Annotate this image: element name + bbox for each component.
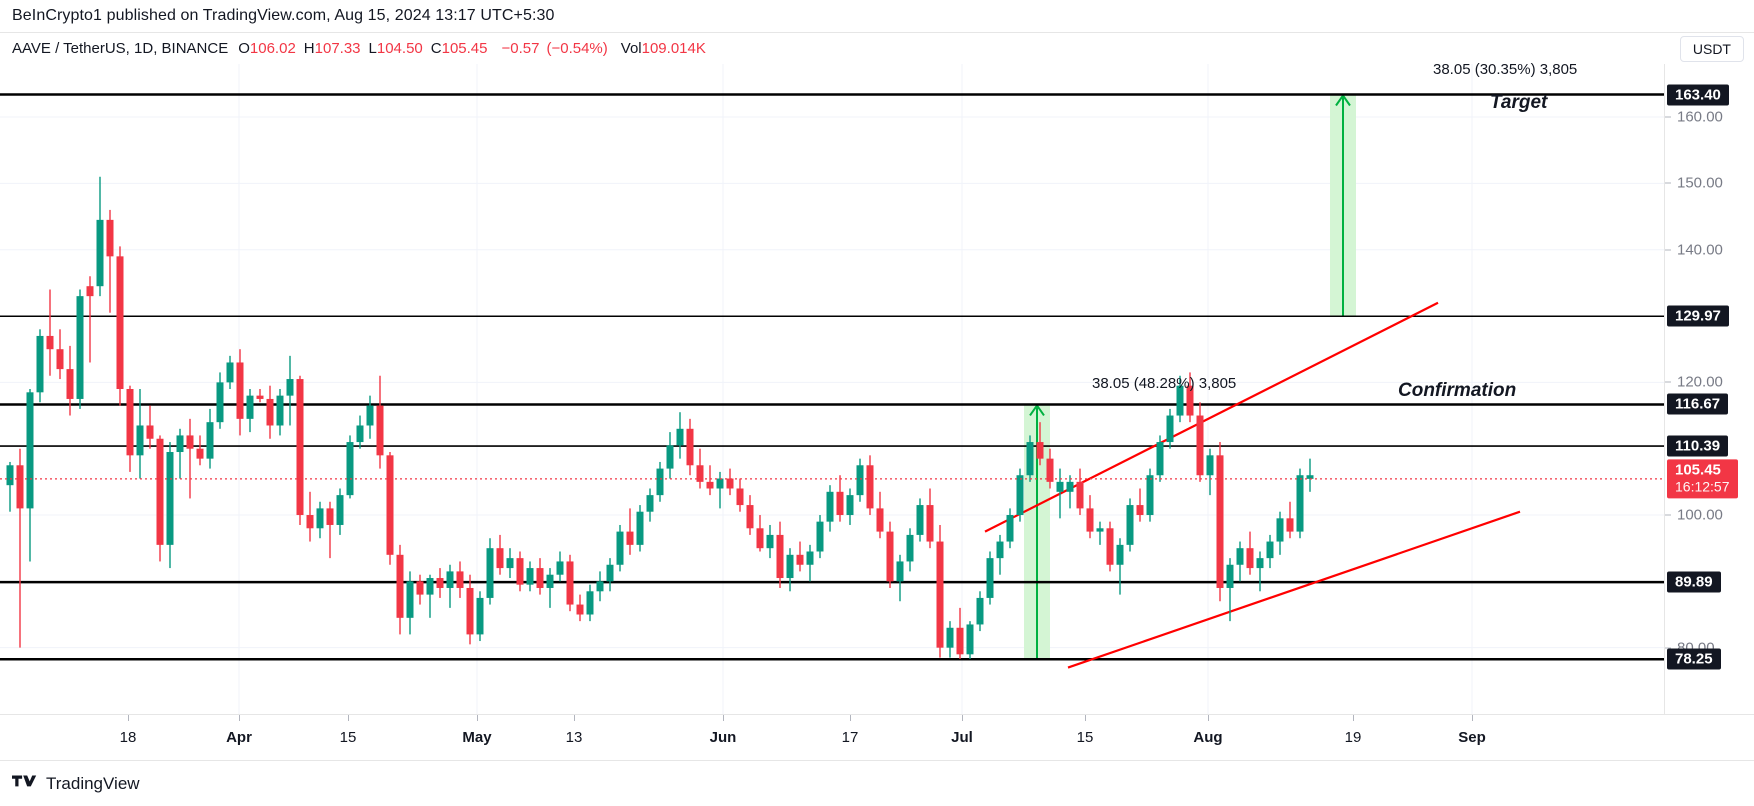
confirmation-measure-label: 38.05 (48.28%) 3,805 (1092, 375, 1237, 392)
price-tick-label: 140.00 (1677, 241, 1723, 259)
time-tick-label: Apr (226, 729, 252, 746)
time-tick-label: Aug (1193, 729, 1223, 746)
price-level-badge[interactable]: 129.97 (1667, 305, 1729, 327)
legend-low: L 104.50 (369, 40, 423, 57)
price-tick-label: 100.00 (1677, 506, 1723, 524)
time-tick-label: 13 (565, 729, 583, 746)
legend-high: H 107.33 (304, 40, 361, 57)
chart-plot-area[interactable] (0, 64, 1664, 714)
legend-volume-value: 109.014K (641, 39, 706, 57)
publisher-bar: BeInCrypto1 published on TradingView.com… (0, 0, 1754, 33)
legend-open: O 106.02 (238, 40, 296, 57)
legend-close: C 105.45 (431, 40, 488, 57)
legend-volume-label: Vol (620, 39, 642, 57)
footer-bar: TradingView (0, 760, 1754, 806)
tradingview-logo[interactable]: TradingView (12, 774, 140, 794)
legend-open-label: O (238, 39, 250, 57)
time-tick-mark (128, 715, 129, 721)
legend-close-label: C (430, 39, 442, 57)
time-tick-label: Sep (1458, 729, 1486, 746)
last-price-badge[interactable]: 105.45 16:12:57 (1667, 459, 1738, 499)
chart-legend: AAVE / TetherUS, 1D, BINANCE O 106.02 H 10… (0, 33, 1754, 63)
time-tick-mark (477, 715, 478, 721)
time-tick-label: 17 (841, 729, 859, 746)
price-level-badge[interactable]: 163.40 (1667, 84, 1729, 105)
legend-interval-text: 1D (134, 39, 154, 57)
time-tick-label: 15 (1076, 729, 1094, 746)
legend-change-percent: (−0.54%) (546, 39, 608, 57)
legend-high-label: H (303, 39, 315, 57)
legend-open-value: 106.02 (249, 39, 296, 57)
price-level-badge[interactable]: 110.39 (1667, 435, 1729, 457)
legend-volume: Vol 109.014K (621, 40, 706, 57)
price-tick-label: 160.00 (1677, 108, 1723, 126)
time-tick-mark (723, 715, 724, 721)
time-tick-label: 15 (339, 729, 357, 746)
price-axis[interactable]: 160.00 150.00 140.00 120.00 100.00 80.00 163.4… (1664, 64, 1754, 714)
legend-low-value: 104.50 (376, 39, 423, 57)
time-tick-label: Jun (709, 729, 737, 746)
price-level-badge[interactable]: 116.67 (1667, 393, 1729, 415)
legend-change-absolute: −0.57 (501, 39, 540, 57)
tradingview-logo-icon (12, 775, 37, 787)
time-tick-label: May (462, 729, 492, 746)
time-tick-mark (1353, 715, 1354, 721)
time-tick-mark (239, 715, 240, 721)
publisher-text: BeInCrypto1 published on TradingView.com… (12, 7, 555, 24)
time-tick-label: 18 (119, 729, 137, 746)
time-tick-mark (1472, 715, 1473, 721)
bar-countdown: 16:12:57 (1675, 478, 1730, 495)
price-tick-label: 150.00 (1677, 174, 1723, 192)
legend-symbol[interactable]: AAVE / TetherUS, 1D, BINANCE (12, 39, 229, 57)
tradingview-logo-text: TradingView (46, 773, 140, 793)
target-measure-label: 38.05 (30.35%) 3,805 (1433, 61, 1578, 78)
time-tick-mark (850, 715, 851, 721)
time-tick-mark (348, 715, 349, 721)
price-tick-label: 120.00 (1677, 373, 1723, 391)
price-tick-mark (1665, 647, 1671, 649)
currency-badge[interactable]: USDT (1679, 36, 1744, 62)
price-tick-mark (1665, 182, 1671, 184)
price-level-badge[interactable]: 78.25 (1667, 648, 1721, 670)
time-tick-mark (574, 715, 575, 721)
legend-close-value: 105.45 (441, 39, 488, 57)
legend-exchange-text: BINANCE (161, 39, 229, 57)
price-level-badge[interactable]: 89.89 (1667, 571, 1721, 593)
time-tick-mark (1085, 715, 1086, 721)
price-tick-mark (1665, 514, 1671, 516)
price-tick-mark (1665, 116, 1671, 118)
legend-high-value: 107.33 (314, 39, 361, 57)
price-tick-mark (1665, 249, 1671, 251)
legend-low-label: L (368, 39, 377, 57)
time-tick-mark (962, 715, 963, 721)
time-tick-mark (1208, 715, 1209, 721)
last-price-value: 105.45 (1675, 461, 1721, 479)
price-tick-mark (1665, 381, 1671, 383)
time-tick-label: 19 (1344, 729, 1362, 746)
target-annotation: Target (1490, 92, 1548, 113)
candlestick-canvas (0, 64, 1664, 714)
confirmation-annotation: Confirmation (1398, 380, 1517, 401)
time-tick-label: Jul (951, 729, 973, 746)
time-axis[interactable]: 18 Apr 15 May 13 Jun 17 Jul 15 Aug 19 Sep (0, 714, 1754, 761)
legend-symbol-text: AAVE / TetherUS (12, 39, 126, 57)
